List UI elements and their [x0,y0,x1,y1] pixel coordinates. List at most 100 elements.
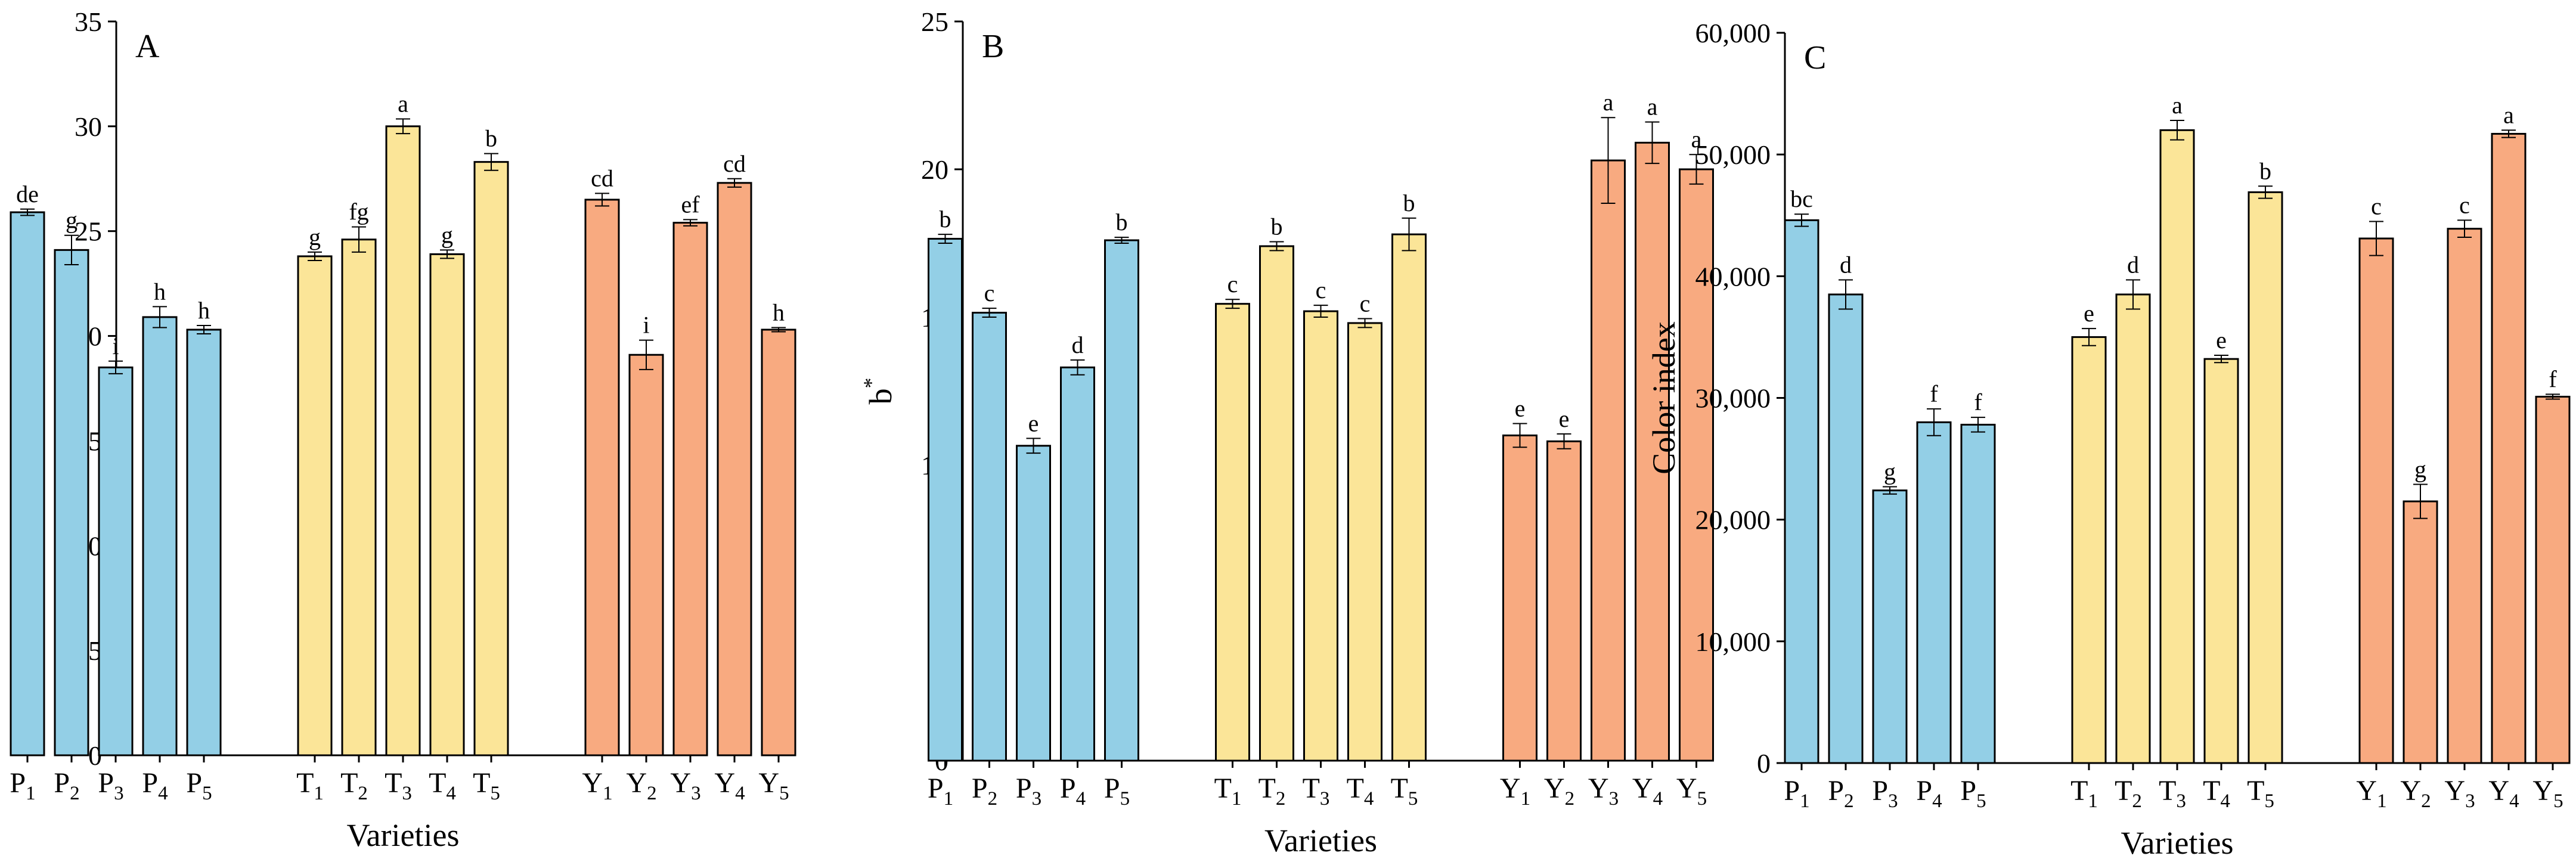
x-tick-label-sub: 1 [1521,788,1531,810]
x-tick-label: Y5 [758,767,789,804]
x-tick-label: T4 [2203,775,2230,812]
x-tick-label: Y2 [1544,773,1574,810]
bar-T5 [1391,233,1427,762]
significance-letter: de [16,181,39,207]
x-tick-label-sub: 3 [402,783,412,804]
significance-letter: d [1840,251,1852,278]
y-tick-label: 30,000 [1695,383,1771,414]
x-tick-label-sub: 5 [1120,788,1130,810]
bar-Y1 [584,199,620,756]
significance-letter: h [773,299,785,326]
bar-P5 [1104,239,1139,762]
bar-T1 [297,255,333,756]
panel-c: 0 10,000 20,000 30,000 40,000 50,000 60,000 Col… [1646,18,2571,861]
y-tick-label: 60,000 [1695,18,1771,48]
bar-Y5 [1679,168,1714,762]
x-tick-label-sub: 5 [2553,790,2563,812]
x-tick-label-sub: 4 [1653,788,1663,810]
significance-letter: f [1974,389,1982,416]
x-tick-label: P2 [1828,775,1853,812]
x-tick-label: P4 [1060,773,1086,810]
significance-letter: bc [1790,185,1813,212]
significance-letter: cd [723,150,746,177]
x-tick-label-sub: 3 [2176,790,2186,812]
bar-P5 [186,328,222,756]
significance-letter: h [154,278,166,305]
bar-P1 [928,238,963,762]
bar-T5 [2248,191,2283,764]
significance-letter: g [1884,458,1896,485]
x-tick-label-sub: 5 [1976,790,1986,812]
bar-P4 [1916,421,1952,764]
x-tick-label-sub: 5 [2264,790,2274,812]
significance-letter: g [441,221,453,248]
y-tick-label: 20,000 [1695,505,1771,535]
significance-letter: b [1403,190,1415,216]
y-tick-label: 50,000 [1695,139,1771,170]
panel-a: 05101520253035a*AdeP1gP2iP3hP4hP5gT1fgT2… [10,7,796,853]
significance-letter: g [2414,455,2426,482]
x-axis-title: Varieties [347,817,460,853]
x-tick-label-sub: 1 [1232,788,1242,810]
significance-letter: c [1227,271,1238,297]
significance-letter: a [398,91,408,117]
x-tick-label-sub: 1 [26,783,36,804]
x-tick-label-sub: 3 [1888,790,1898,812]
x-tick-label-sub: 2 [2421,790,2431,812]
x-tick-label: P3 [98,767,123,804]
bar-P3 [1872,489,1908,764]
x-tick-label: P3 [1016,773,1041,810]
x-tick-label-sub: 5 [779,783,789,804]
x-tick-label: T5 [2247,775,2274,812]
bar-Y3 [2447,228,2482,764]
significance-letter: c [1360,290,1371,317]
x-tick-label-sub: 1 [2377,790,2387,812]
x-tick-label-sub: 4 [1364,788,1374,810]
significance-letter: d [2127,251,2139,278]
x-tick-label: Y2 [2400,775,2431,812]
x-tick-label-sub: 3 [1609,788,1619,810]
significance-letter: a [2172,92,2183,119]
significance-letter: e [2084,300,2094,327]
y-tick-label: 0 [1757,748,1771,779]
significance-letter: h [198,297,210,324]
y-axis-title-sup: * [859,378,883,389]
y-axis-title: b* [859,378,898,405]
x-tick-label-sub: 1 [2088,790,2098,812]
x-tick-label: P3 [1872,775,1898,812]
panel-letter: B [982,28,1004,65]
significance-letter: b [2259,157,2271,184]
x-tick-label-sub: 2 [647,783,657,804]
bar-T3 [1303,310,1338,762]
bar-Y5 [761,328,796,756]
significance-letter: ef [681,191,700,218]
x-tick-label-sub: 5 [490,783,500,804]
bar-T2 [2115,293,2151,764]
significance-letter: c [2371,193,2382,219]
significance-letter: g [66,207,78,234]
x-tick-label: Y4 [2488,775,2519,812]
bar-Y3 [1591,159,1626,762]
x-tick-label: Y1 [582,767,612,804]
x-tick-label: P2 [54,767,79,804]
bar-P1 [10,211,45,756]
x-tick-label: T5 [1391,773,1418,810]
x-tick-label-sub: 2 [1844,790,1854,812]
x-tick-label-sub: 3 [114,783,124,804]
x-tick-label-sub: 4 [2220,790,2230,812]
significance-letter: b [1116,209,1128,235]
x-tick-label: T3 [385,767,412,804]
y-tick-label: 10,000 [1695,627,1771,657]
bar-P4 [1060,366,1095,762]
bar-Y4 [2491,132,2527,764]
x-tick-label-sub: 1 [603,783,613,804]
bar-T2 [341,238,377,756]
x-tick-label-sub: 3 [2465,790,2475,812]
x-tick-label: P5 [186,767,212,804]
x-tick-label-sub: 2 [70,783,80,804]
significance-letter: a [1691,126,1702,153]
bar-P2 [1828,293,1864,764]
panel-letter: C [1804,39,1826,76]
significance-letter: c [1316,277,1326,303]
x-tick-label-sub: 3 [1032,788,1042,810]
